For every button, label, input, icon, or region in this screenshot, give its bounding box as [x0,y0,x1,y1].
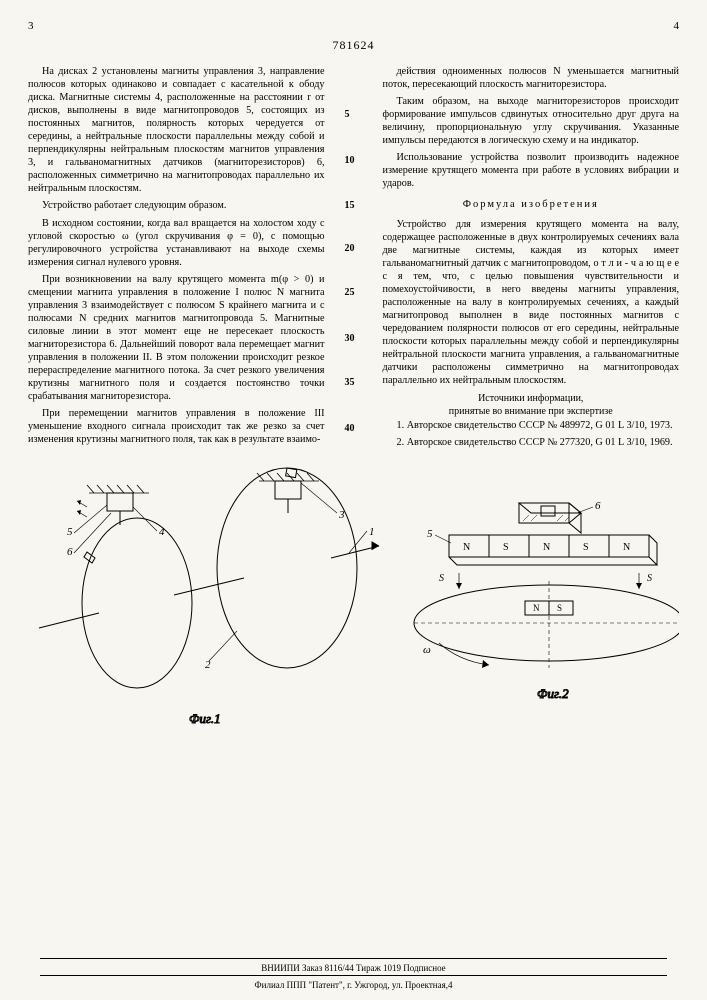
svg-text:6: 6 [595,500,601,512]
page-num-right: 4 [674,20,680,32]
right-column: действия одноименных полюсов N уменьшает… [383,65,680,453]
line-marker: 30 [345,333,355,344]
line-number-gutter: 5 10 15 20 25 30 35 40 [345,65,363,453]
svg-text:N: N [623,542,630,553]
patent-number: 781624 [28,38,679,53]
para: Устройство работает следующим образом. [28,199,325,212]
svg-text:N: N [543,542,550,553]
svg-text:S: S [647,573,652,584]
svg-text:3: 3 [338,509,345,521]
line-marker: 5 [345,109,350,120]
figures-svg: 5 6 4 3 2 1 [29,463,679,773]
sources-title: Источники информации, принятые во вниман… [383,393,680,419]
fig1-label: Фиг.1 [189,711,221,726]
para: действия одноименных полюсов N уменьшает… [383,65,680,91]
page-num-left: 3 [28,20,34,32]
svg-text:ω: ω [423,644,431,656]
svg-text:N: N [533,603,540,613]
svg-text:S: S [557,603,562,613]
svg-text:5: 5 [427,528,433,540]
para: Таким образом, на выходе магниторезистор… [383,95,680,147]
line-marker: 20 [345,243,355,254]
para: При перемещении магнитов управления в по… [28,407,325,446]
para: Использование устройства позволит произв… [383,151,680,190]
line-marker: 35 [345,377,355,388]
svg-text:4: 4 [159,526,165,538]
footer-line1: ВНИИПИ Заказ 8116/44 Тираж 1019 Подписно… [0,963,707,973]
line-marker: 10 [345,155,355,166]
svg-text:5: 5 [67,526,73,538]
fig2-label: Фиг.2 [537,686,569,701]
para: При возникновении на валу крутящего моме… [28,273,325,403]
svg-text:N: N [463,542,470,553]
svg-text:1: 1 [369,526,375,538]
source-ref: 1. Авторское свидетельство СССР № 489972… [383,419,680,432]
svg-text:6: 6 [67,546,73,558]
svg-text:2: 2 [205,659,211,671]
figures-area: 5 6 4 3 2 1 [28,463,679,773]
line-marker: 15 [345,200,355,211]
claim-text: Устройство для измерения крутящего момен… [383,218,680,388]
footer-line2: Филиал ППП "Патент", г. Ужгород, ул. Про… [0,980,707,990]
footer: ВНИИПИ Заказ 8116/44 Тираж 1019 Подписно… [0,958,707,992]
svg-text:S: S [439,573,444,584]
text-columns: На дисках 2 установлены магниты управлен… [28,65,679,453]
figure-2: N S N S N N S [414,500,679,701]
figure-1: 5 6 4 3 2 1 [39,468,379,726]
line-marker: 40 [345,423,355,434]
left-column: На дисках 2 установлены магниты управлен… [28,65,325,453]
source-ref: 2. Авторское свидетельство СССР № 277320… [383,436,680,449]
line-marker: 25 [345,287,355,298]
svg-text:S: S [503,542,509,553]
para: В исходном состоянии, когда вал вращаетс… [28,217,325,269]
para: На дисках 2 установлены магниты управлен… [28,65,325,195]
formula-title: Формула изобретения [383,198,680,211]
svg-text:S: S [583,542,589,553]
